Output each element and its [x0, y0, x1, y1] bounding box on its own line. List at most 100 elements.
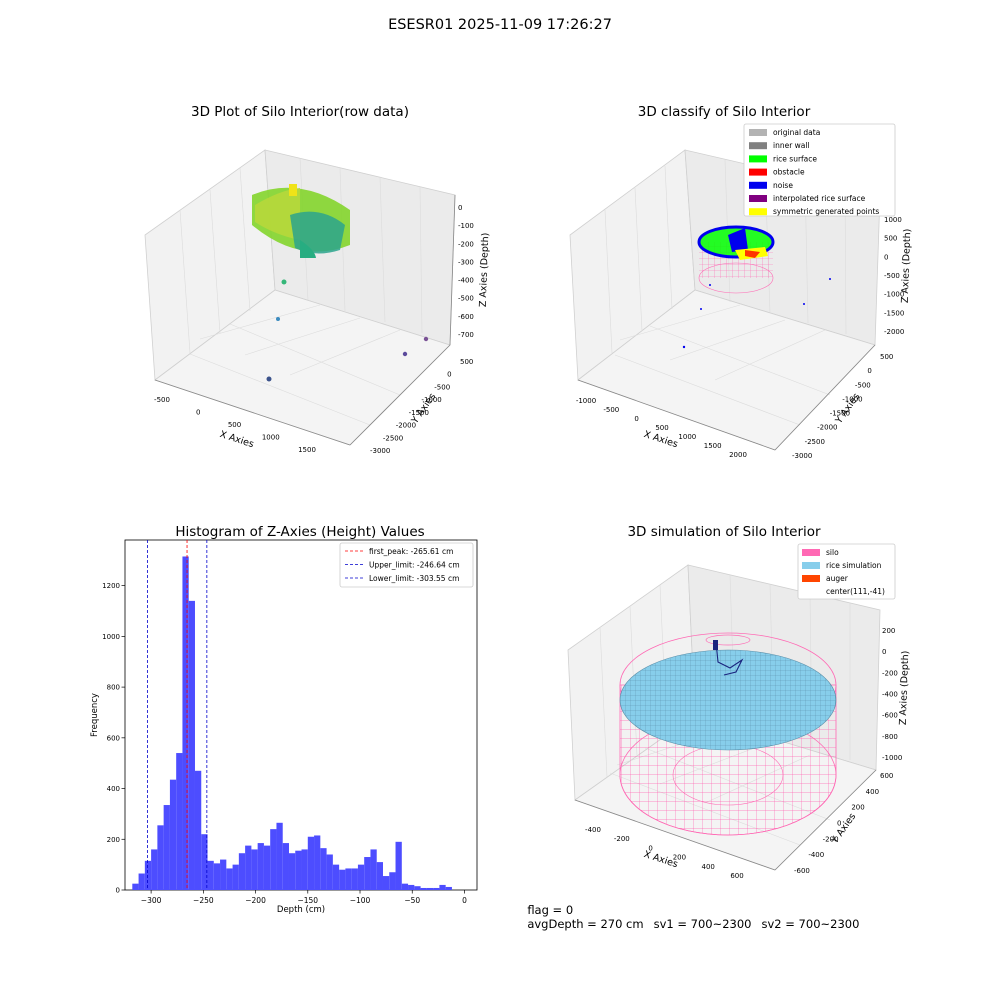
- panel2-outlier: [700, 308, 702, 310]
- panel2-obstacle: [745, 250, 760, 258]
- histogram-bar: [414, 886, 421, 890]
- panel4-x-tick-label: 0: [648, 844, 652, 852]
- panel2-y-tick-label: -1000: [842, 395, 862, 403]
- panel4-x-tick-label: -200: [614, 835, 630, 843]
- panel1-title: 3D Plot of Silo Interior(row data): [191, 104, 409, 120]
- panel2-noise-ring: [697, 225, 775, 259]
- histogram-legend-label: Lower_limit: -303.55 cm: [369, 574, 459, 583]
- panel1-z-tick-label: -600: [458, 313, 474, 321]
- panel2-x-tick-label: -500: [603, 406, 619, 414]
- histogram-bars: [132, 556, 452, 890]
- panel1-point-cloud: [252, 184, 429, 382]
- histogram-bar: [232, 864, 239, 890]
- histogram-bar: [433, 887, 440, 890]
- histogram-y-tick-label: 1200: [102, 582, 120, 590]
- panel4-y-tick-label: 200: [851, 804, 864, 812]
- panel1-ring-band: [255, 188, 300, 240]
- histogram-reference-lines: [147, 540, 208, 890]
- histogram-bar: [382, 876, 390, 890]
- panel4-z-tick-label: -600: [882, 712, 898, 720]
- panel2-y-tick-label: 0: [867, 367, 871, 375]
- panel1-y-tick-label: -3000: [370, 447, 390, 455]
- panel4-z-tick-label: -400: [882, 691, 898, 699]
- panel4-x-ticks: -400 -200 0 200 400 600: [585, 826, 744, 880]
- panel1-ring-low: [300, 240, 316, 258]
- histogram-x-tick-label: −100: [350, 896, 371, 905]
- histogram-x-tick-label: −150: [297, 896, 318, 905]
- panel2-y-tick-label: -500: [855, 381, 871, 389]
- panel4-z-ticks: 200 0 -200 -400 -600 -800 -1000: [882, 627, 902, 762]
- histogram-bar: [220, 859, 227, 890]
- histogram-bar: [295, 850, 302, 890]
- histogram-bar: [132, 883, 139, 890]
- panel1-z-tick-label: -500: [458, 295, 474, 303]
- histogram-bar: [226, 868, 233, 890]
- panel4-silo-cylinder: [619, 632, 837, 836]
- figure-title: ESESR01 2025-11-09 17:26:27: [388, 17, 612, 33]
- histogram-y-tick-label: 200: [107, 836, 120, 844]
- panel4-legend: silo rice simulation auger center(111,-41): [797, 543, 896, 600]
- panel2-x-tick-label: 500: [655, 424, 668, 432]
- panel4-legend-items: silo rice simulation auger center(111,-41): [802, 548, 885, 596]
- panel2-legend-item-label: noise: [773, 181, 793, 190]
- panel1-z-tick-label: -700: [458, 331, 474, 339]
- panel1-y-ticks: 500 0 -500 -1000 -1500 -2000 -2500 -3000: [370, 358, 473, 455]
- panel1-y-tick-label: -2000: [396, 422, 416, 430]
- histogram-bar: [257, 843, 264, 890]
- panel4-zlabel: Z Axies (Depth): [898, 651, 912, 726]
- panel2-noise-cluster: [728, 228, 748, 252]
- panel1-point: [423, 336, 429, 342]
- panel2-z-tick-label: 500: [884, 235, 897, 243]
- panel1-x-tick-label: 500: [228, 421, 241, 429]
- panel4-x-tick-label: 600: [730, 872, 743, 880]
- panel4-y-tick-label: 400: [866, 788, 879, 796]
- histogram-legend-label: Upper_limit: -246.64 cm: [369, 561, 460, 570]
- panel4-x-axis-line: [574, 799, 776, 871]
- panel4-rice-simulation-surface: [619, 649, 837, 751]
- histogram-y-tick-label: 1000: [102, 633, 120, 641]
- histogram-bar: [245, 845, 252, 890]
- panel1-z-tick-label: 0: [458, 204, 462, 212]
- panel1-3d-plot: 3D Plot of Silo Interior(row data): [144, 104, 491, 455]
- panel4-z-tick-label: -1000: [882, 754, 902, 762]
- histogram-bar: [163, 805, 170, 890]
- histogram-bar: [288, 853, 296, 890]
- panel1-x-tick-label: 1000: [262, 434, 280, 442]
- histogram-bar: [420, 887, 427, 890]
- histogram-bar: [238, 853, 246, 890]
- panel1-z-tick-label: -200: [458, 240, 474, 248]
- panel2-y-tick-label: -2500: [805, 438, 825, 446]
- panel4-xlabel: X Axies: [642, 849, 679, 870]
- panel2-x-tick-label: 0: [634, 415, 638, 423]
- panel4-legend-item-label: rice simulation: [826, 561, 882, 570]
- histogram-bar: [207, 860, 214, 890]
- panel1-x-tick-label: -500: [154, 396, 170, 404]
- panel4-x-tick-label: -400: [585, 826, 601, 834]
- panel2-y-axis-line: [774, 344, 876, 451]
- panel1-z-tick-label: -300: [458, 258, 474, 266]
- panel2-y-ticks: 500 0 -500 -1000 -1500 -2000 -2500 -3000: [792, 353, 893, 460]
- panel4-y-tick-label: 0: [837, 820, 841, 828]
- panel4-y-axis-line: [774, 769, 877, 871]
- histogram-bar: [339, 869, 346, 890]
- histogram-bar: [408, 884, 415, 890]
- histogram-bar: [157, 825, 164, 890]
- histogram-bar: [151, 849, 158, 890]
- panel1-y-tick-label: -500: [434, 383, 450, 391]
- panel4-z-tick-label: 0: [882, 648, 886, 656]
- histogram-bar: [320, 848, 327, 890]
- panel1-x-axis-line: [154, 379, 351, 446]
- panel4-legend-item-swatch: [802, 575, 820, 582]
- panel2-zlabel: Z Axies (Depth): [900, 229, 914, 304]
- panel4-legend-frame: [797, 543, 896, 600]
- histogram-bar: [263, 845, 271, 890]
- histogram-y-tick-label: 600: [107, 734, 120, 742]
- histogram-bar: [314, 835, 321, 890]
- panel4-legend-item-swatch: [802, 549, 820, 556]
- panel2-axes-box: [569, 149, 881, 451]
- histogram-bar: [194, 770, 202, 890]
- panel2-legend-item-label: inner wall: [773, 141, 810, 150]
- histogram-bar: [301, 849, 308, 890]
